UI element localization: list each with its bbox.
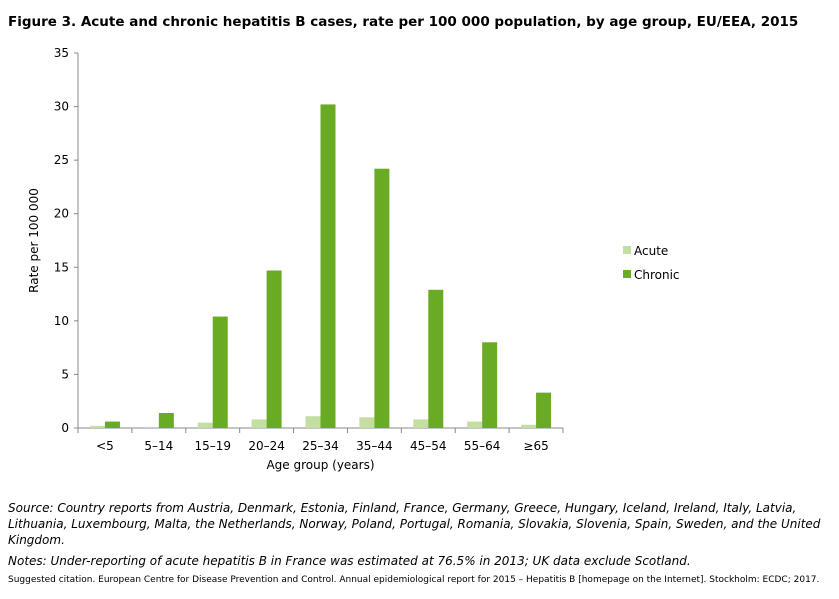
bar-chronic — [320, 104, 336, 428]
y-axis-label: Rate per 100 000 — [27, 188, 41, 293]
y-tick-label: 0 — [61, 421, 69, 435]
x-tick-label: ≥65 — [523, 439, 548, 453]
y-tick-label: 5 — [61, 367, 69, 381]
bar-chronic — [266, 270, 282, 428]
citation-text: Suggested citation. European Centre for … — [8, 575, 820, 585]
y-tick-label: 25 — [54, 153, 69, 167]
notes-text: Notes: Under-reporting of acute hepatiti… — [8, 554, 691, 568]
x-axis-label: Age group (years) — [266, 458, 374, 472]
x-tick-label: 5–14 — [144, 439, 173, 453]
bar-acute — [467, 421, 483, 428]
bar-chart: 0 5 10 15 20 25 30 35 <5 5–14 15–19 20–24 25–34 35–44… — [27, 46, 680, 472]
y-tick-label: 20 — [54, 207, 69, 221]
bar-acute — [197, 422, 213, 428]
bar-acute — [521, 424, 537, 428]
legend-label-acute: Acute — [634, 244, 668, 258]
x-tick-label: 55–64 — [464, 439, 501, 453]
source-text: Source: Country reports from Austria, De… — [8, 501, 821, 547]
bar-chronic — [374, 168, 390, 428]
bar-acute — [251, 419, 267, 428]
x-tick-label: <5 — [96, 439, 114, 453]
footer: Source: Country reports from Austria, De… — [8, 500, 836, 586]
legend-swatch-acute — [623, 246, 631, 254]
bar-acute — [359, 417, 375, 428]
bar-chronic — [212, 316, 228, 428]
legend-label-chronic: Chronic — [634, 268, 680, 282]
bar-chronic — [482, 342, 498, 428]
y-tick-label: 15 — [54, 260, 69, 274]
bar-chronic — [158, 413, 174, 428]
x-tick-label: 20–24 — [248, 439, 285, 453]
y-tick-label: 10 — [54, 314, 69, 328]
bar-chronic — [104, 421, 120, 428]
y-tick-label: 35 — [54, 46, 69, 60]
x-tick-label: 15–19 — [194, 439, 231, 453]
bar-acute — [413, 419, 429, 428]
x-tick-label: 45–54 — [410, 439, 447, 453]
bar-acute — [89, 425, 105, 428]
x-tick-label: 35–44 — [356, 439, 393, 453]
bar-chronic — [428, 289, 444, 428]
bar-acute — [305, 416, 321, 428]
bar-acute — [143, 426, 159, 428]
chart-title: Figure 3. Acute and chronic hepatitis B … — [8, 14, 799, 30]
y-tick-label: 30 — [54, 100, 69, 114]
legend-swatch-chronic — [623, 270, 631, 278]
bar-chronic — [536, 392, 552, 428]
x-tick-label: 25–34 — [302, 439, 339, 453]
